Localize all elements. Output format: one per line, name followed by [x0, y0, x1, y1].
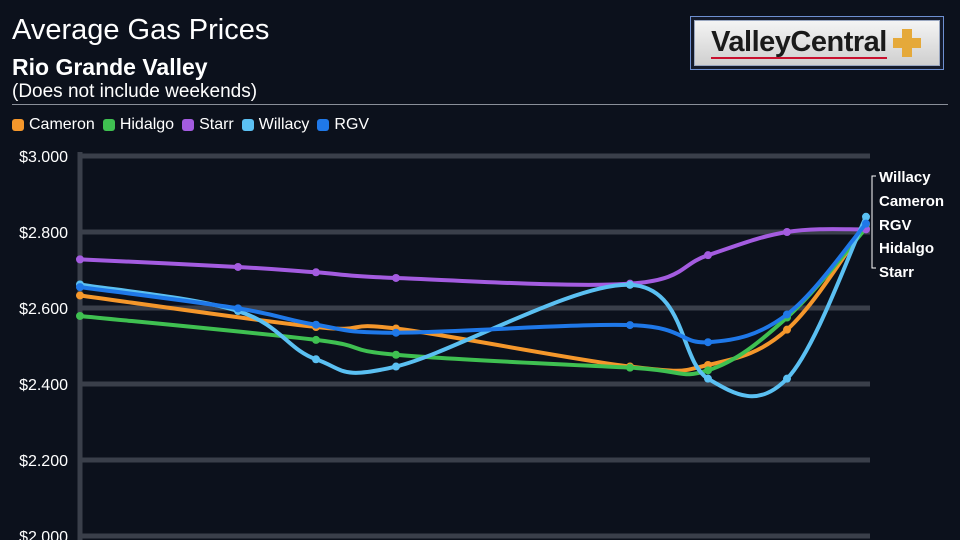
data-point-hidalgo [312, 335, 320, 344]
legend-swatch [317, 119, 330, 131]
header-divider [12, 104, 948, 105]
legend-item-starr[interactable]: Starr [182, 116, 234, 134]
end-label: Willacy [879, 169, 931, 186]
y-tick-label: $2.000 [19, 529, 68, 540]
data-point-starr [76, 255, 84, 264]
legend-label: Starr [199, 116, 234, 133]
legend-swatch [182, 119, 195, 131]
data-point-willacy [312, 355, 320, 364]
legend-label: Cameron [29, 116, 95, 133]
chart-legend: Cameron Hidalgo Starr Willacy RGV [12, 116, 369, 134]
end-label: Cameron [879, 193, 944, 210]
chart-note: (Does not include weekends) [12, 81, 258, 102]
end-label: RGV [879, 217, 912, 234]
logo-panel: ValleyCentral [694, 20, 940, 66]
data-point-willacy [862, 212, 870, 221]
chart-subtitle: Rio Grande Valley [12, 54, 208, 80]
data-point-rgv [862, 219, 870, 228]
y-tick-label: $2.800 [19, 225, 68, 242]
data-point-hidalgo [626, 363, 634, 372]
legend-label: Hidalgo [119, 116, 175, 133]
data-point-cameron [783, 325, 791, 334]
data-point-cameron [76, 291, 84, 300]
legend-label: Willacy [258, 116, 310, 133]
data-point-starr [704, 251, 712, 260]
data-point-rgv [392, 328, 400, 337]
plus-icon [891, 27, 923, 59]
legend-item-willacy[interactable]: Willacy [241, 116, 310, 134]
legend-swatch [12, 119, 24, 131]
data-point-hidalgo [704, 366, 712, 375]
data-point-willacy [392, 362, 400, 371]
legend-swatch [241, 119, 254, 131]
legend-item-rgv[interactable]: RGV [317, 116, 369, 134]
data-point-starr [783, 228, 791, 236]
y-tick-label: $2.200 [19, 453, 68, 470]
y-tick-label: $2.600 [19, 301, 68, 318]
legend-swatch [102, 119, 115, 131]
data-point-willacy [704, 374, 712, 383]
legend-item-hidalgo[interactable]: Hidalgo [102, 116, 175, 134]
data-point-rgv [234, 304, 242, 313]
data-point-hidalgo [76, 311, 84, 320]
data-point-rgv [312, 320, 320, 329]
end-label: Starr [879, 264, 914, 281]
data-point-rgv [626, 321, 634, 330]
data-point-starr [392, 273, 400, 282]
data-point-hidalgo [392, 350, 400, 359]
logo-text: ValleyCentral [711, 25, 887, 59]
series-line-starr [78, 227, 868, 287]
data-point-willacy [783, 374, 791, 383]
data-point-rgv [704, 338, 712, 347]
data-point-starr [312, 268, 320, 277]
series-line-hidalgo [78, 226, 868, 377]
valleycentral-logo: ValleyCentral [690, 16, 944, 70]
legend-item-cameron[interactable]: Cameron [12, 116, 95, 134]
data-point-starr [234, 262, 242, 271]
data-point-rgv [783, 310, 791, 319]
end-label-bracket [871, 175, 876, 269]
legend-label: RGV [334, 116, 370, 133]
data-point-rgv [76, 283, 84, 292]
chart-title: Average Gas Prices [12, 14, 270, 46]
data-point-willacy [626, 280, 634, 289]
y-tick-label: $3.000 [19, 149, 68, 166]
end-label: Hidalgo [879, 240, 934, 257]
y-tick-label: $2.400 [19, 377, 68, 394]
